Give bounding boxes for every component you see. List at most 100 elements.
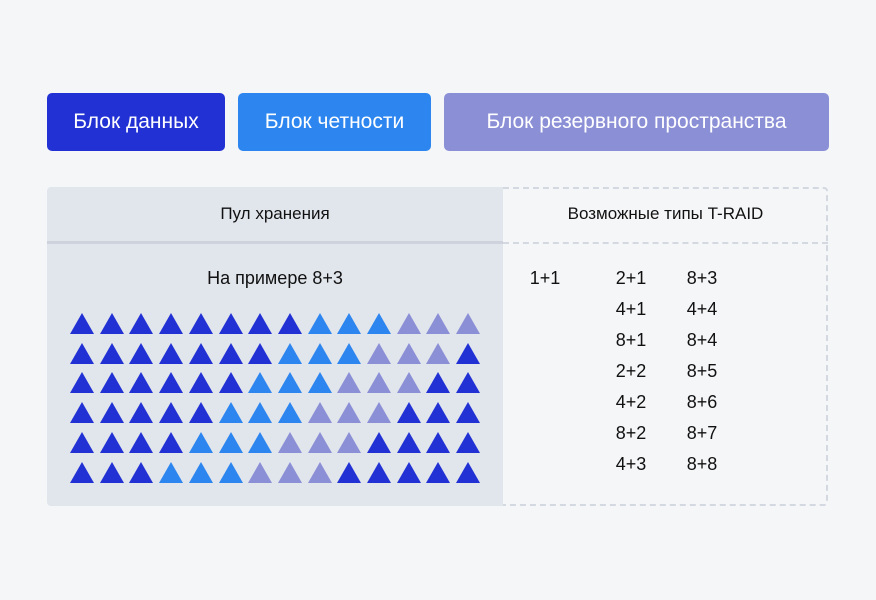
raid-type: 8+5 [686, 361, 718, 381]
data-block-icon [248, 342, 273, 364]
data-block-icon [159, 372, 184, 394]
data-block-icon [99, 431, 124, 453]
spare-block-icon [277, 431, 302, 453]
data-block-icon [70, 461, 94, 483]
parity-block-icon [337, 342, 362, 364]
parity-block-icon [307, 372, 332, 394]
data-block-icon [129, 431, 154, 453]
divider [47, 241, 503, 244]
data-block-icon [159, 313, 184, 334]
raid-types-panel [503, 187, 828, 506]
parity-block-icon [337, 313, 362, 334]
spare-block-icon [307, 461, 332, 483]
data-block-icon [367, 431, 391, 453]
parity-block-icon [159, 461, 184, 483]
spare-block-icon [367, 402, 391, 424]
spare-block-icon [337, 372, 362, 394]
parity-block-icon [277, 402, 302, 424]
raid-type: 4+2 [615, 392, 647, 412]
spare-block-icon [426, 313, 451, 334]
data-block-icon [159, 431, 184, 453]
legend-spare-block: Блок резервного пространства [444, 93, 829, 151]
raid-type: 8+1 [615, 330, 647, 350]
data-block-icon [188, 372, 213, 394]
data-block-icon [456, 402, 481, 424]
raid-type: 4+1 [615, 299, 647, 319]
data-block-icon [396, 402, 421, 424]
raid-type: 2+1 [615, 268, 647, 288]
spare-block-icon [396, 342, 421, 364]
parity-block-icon [248, 372, 273, 394]
data-block-icon [129, 402, 154, 424]
data-block-icon [396, 461, 421, 483]
parity-block-icon [188, 461, 213, 483]
spare-block-icon [337, 431, 362, 453]
raid-type: 4+3 [615, 454, 647, 474]
legend-data-block: Блок данных [47, 93, 225, 151]
data-block-icon [99, 461, 124, 483]
parity-block-icon [248, 402, 273, 424]
raid-type: 8+6 [686, 392, 718, 412]
storage-pool-header: Пул хранения [220, 204, 330, 223]
parity-block-icon [367, 313, 391, 334]
raid-type: 2+2 [615, 361, 647, 381]
raid-type: 1+1 [529, 268, 561, 288]
data-block-icon [218, 342, 243, 364]
spare-block-icon [367, 372, 391, 394]
parity-block-icon [218, 431, 243, 453]
raid-type: 4+4 [686, 299, 718, 319]
data-block-icon [70, 402, 94, 424]
spare-block-icon [456, 313, 481, 334]
data-block-icon [99, 402, 124, 424]
parity-block-icon [277, 372, 302, 394]
spare-block-icon [367, 342, 391, 364]
data-block-icon [99, 342, 124, 364]
raid-types-header: Возможные типы T-RAID [567, 204, 764, 223]
parity-block-icon [277, 342, 302, 364]
data-block-icon [456, 342, 481, 364]
raid-type: 8+8 [686, 454, 718, 474]
data-block-icon [188, 342, 213, 364]
data-block-icon [129, 372, 154, 394]
spare-block-icon [277, 461, 302, 483]
data-block-icon [70, 313, 94, 334]
data-block-icon [456, 431, 481, 453]
data-block-icon [188, 402, 213, 424]
parity-block-icon [307, 313, 332, 334]
raid-type: 8+4 [686, 330, 718, 350]
raid-type: 8+2 [615, 423, 647, 443]
data-block-icon [426, 372, 451, 394]
data-block-icon [70, 431, 94, 453]
data-block-icon [337, 461, 362, 483]
data-block-icon [426, 431, 451, 453]
parity-block-icon [307, 342, 332, 364]
data-block-icon [367, 461, 391, 483]
data-block-icon [426, 402, 451, 424]
legend-parity-block: Блок четности [238, 93, 431, 151]
data-block-icon [248, 313, 273, 334]
spare-block-icon [337, 402, 362, 424]
data-block-icon [277, 313, 302, 334]
data-block-icon [99, 313, 124, 334]
spare-block-icon [248, 461, 273, 483]
spare-block-icon [307, 431, 332, 453]
divider [503, 242, 828, 244]
data-block-icon [426, 461, 451, 483]
parity-block-icon [218, 402, 243, 424]
data-block-icon [70, 342, 94, 364]
data-block-icon [129, 313, 154, 334]
data-block-icon [218, 313, 243, 334]
data-block-icon [188, 313, 213, 334]
spare-block-icon [307, 402, 332, 424]
parity-block-icon [188, 431, 213, 453]
spare-block-icon [396, 313, 421, 334]
data-block-icon [396, 431, 421, 453]
data-block-icon [70, 372, 94, 394]
parity-block-icon [248, 431, 273, 453]
spare-block-icon [396, 372, 421, 394]
example-label: На примере 8+3 [207, 268, 343, 288]
data-block-icon [159, 402, 184, 424]
parity-block-icon [218, 461, 243, 483]
data-block-icon [456, 372, 481, 394]
data-block-icon [159, 342, 184, 364]
